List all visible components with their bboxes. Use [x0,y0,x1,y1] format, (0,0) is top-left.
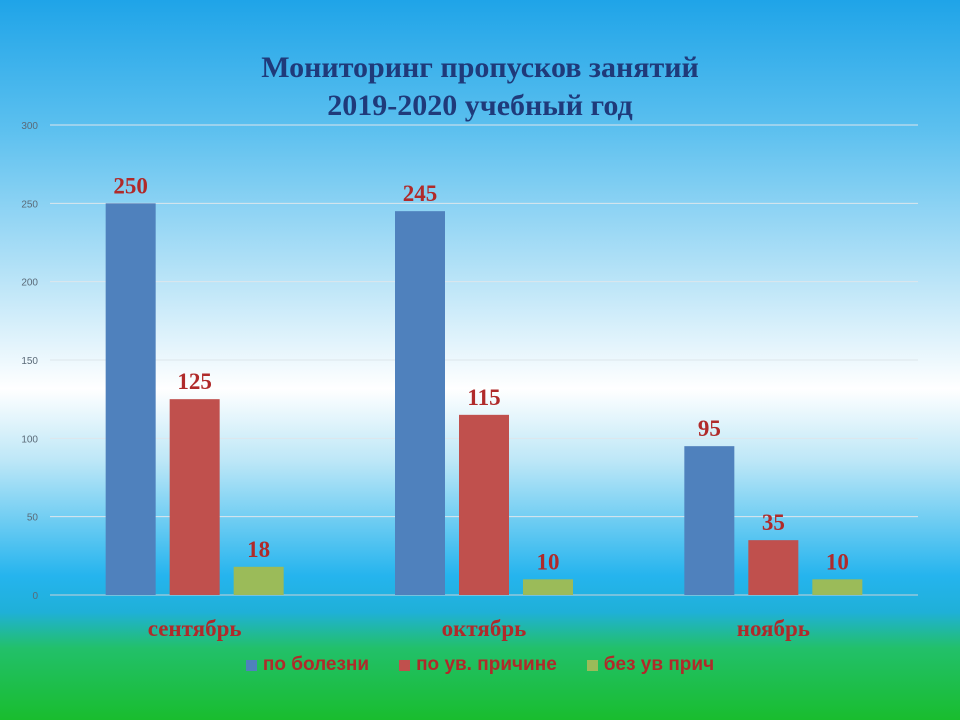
bar [233,566,284,595]
legend-item-series-1: по болезни [245,654,370,676]
data-label: 245 [403,181,438,206]
y-tick-label: 100 [21,434,38,445]
data-label: 115 [467,385,500,410]
legend-swatch-series-1 [245,659,257,671]
data-label: 35 [762,510,785,535]
chart-title-line-2: 2019-2020 учебный год [327,89,633,122]
bar [523,579,573,595]
y-tick-label: 250 [21,199,38,210]
x-tick-label: октябрь [442,616,527,641]
y-tick-label: 150 [21,356,38,367]
legend-item-series-3: без ув прич [586,654,715,676]
bar [459,414,509,595]
data-label: 10 [826,549,849,574]
y-tick-label: 200 [21,278,38,289]
chart-legend: по болезни по ув. причине без ув прич [0,654,960,676]
bar [684,446,735,595]
bar [395,211,445,595]
legend-item-series-2: по ув. причине [399,654,557,676]
y-tick-label: 50 [27,513,39,524]
data-label: 18 [247,537,270,562]
data-label: 250 [113,173,148,198]
data-label: 125 [177,369,212,394]
legend-label-series-1: по болезни [262,654,370,675]
legend-label-series-2: по ув. причине [416,654,557,675]
legend-swatch-series-2 [399,659,411,671]
bar [812,579,863,595]
data-label: 95 [698,416,721,441]
bar [748,540,799,595]
x-tick-label: сентябрь [148,616,242,641]
y-tick-label: 0 [32,591,38,602]
legend-label-series-3: без ув прич [603,654,715,675]
data-label: 10 [537,549,560,574]
bar [105,203,156,596]
y-tick-label: 300 [21,121,38,132]
chart-title-line-1: Мониторинг пропусков занятий [261,51,699,84]
bar [169,399,220,595]
x-tick-label: ноябрь [737,616,810,641]
legend-swatch-series-3 [586,659,598,671]
